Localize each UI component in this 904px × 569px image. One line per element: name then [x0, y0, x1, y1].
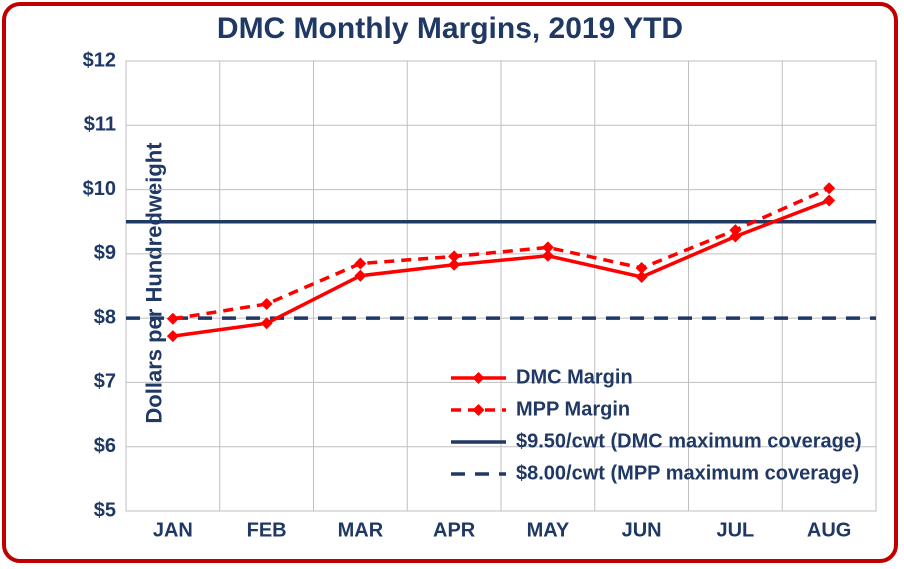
x-tick-label: MAR: [338, 520, 384, 542]
marker-mpp: [167, 313, 179, 325]
y-tick-label: $7: [94, 371, 116, 393]
legend-label: MPP Margin: [516, 398, 630, 420]
marker-mpp: [448, 250, 460, 262]
y-tick-label: $11: [84, 114, 116, 136]
legend-label: $8.00/cwt (MPP maximum coverage): [516, 462, 859, 484]
legend-marker: [473, 404, 485, 416]
marker-mpp: [636, 262, 648, 274]
legend-label: $9.50/cwt (DMC maximum coverage): [516, 430, 862, 452]
y-tick-label: $8: [94, 306, 116, 328]
marker-mpp: [354, 258, 366, 270]
marker-mpp: [542, 241, 554, 253]
y-tick-label: $5: [94, 499, 116, 521]
x-tick-label: APR: [433, 520, 476, 542]
chart-frame: DMC Monthly Margins, 2019 YTD Dollars pe…: [2, 2, 898, 563]
x-tick-label: MAY: [527, 520, 570, 542]
chart-plot: $5 $6 $7 $8 $9 $10 $11 $12 JAN FEB MAR APR MAY JUN JUL…: [6, 6, 902, 567]
marker-mpp: [261, 298, 273, 310]
legend-label: DMC Margin: [516, 366, 633, 388]
y-tick-label: $10: [83, 178, 116, 200]
marker-dmc: [823, 195, 835, 207]
x-tick-label: FEB: [247, 520, 287, 542]
x-tick-label: JUL: [716, 520, 754, 542]
marker-dmc: [354, 270, 366, 282]
x-tick-label: JAN: [153, 520, 193, 542]
y-tick-label: $9: [94, 242, 116, 264]
y-tick-label: $12: [83, 49, 116, 71]
y-tick-label: $6: [94, 435, 116, 457]
x-tick-label: JUN: [622, 520, 662, 542]
marker-mpp: [823, 182, 835, 194]
marker-dmc: [167, 330, 179, 342]
x-tick-label: AUG: [807, 520, 851, 542]
